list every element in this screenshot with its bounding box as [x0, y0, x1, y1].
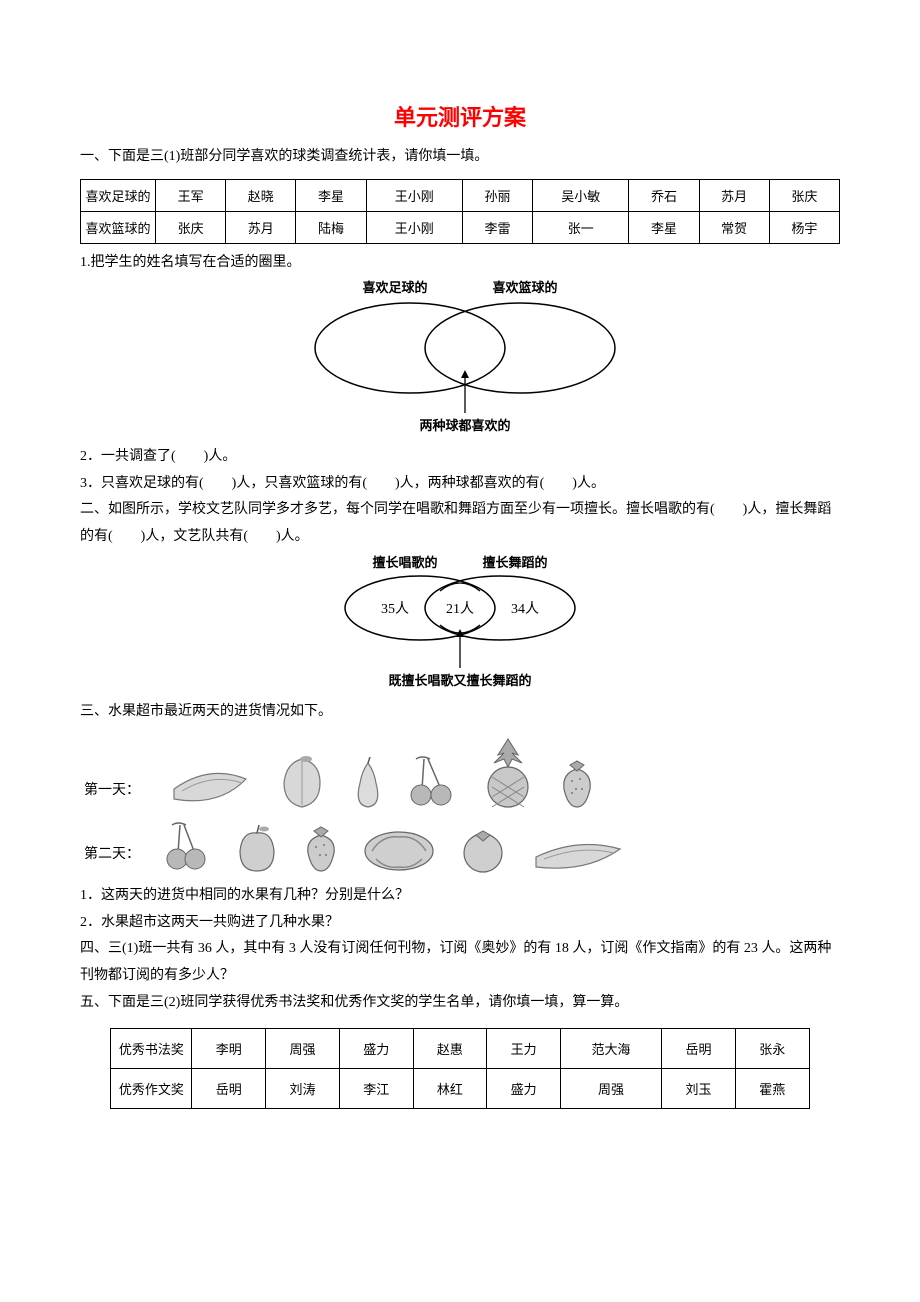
cell: 张庆 — [156, 211, 226, 243]
venn-bottom-label: 两种球都喜欢的 — [419, 418, 510, 433]
q3-day2-label: 第二天： — [84, 843, 142, 873]
cell: 乔石 — [629, 179, 699, 211]
banana-icon — [530, 835, 626, 873]
cell: 岳明 — [662, 1029, 736, 1069]
cell: 苏月 — [226, 211, 296, 243]
cell: 王力 — [487, 1029, 561, 1069]
q3-sub1: 1．这两天的进货中相同的水果有几种？分别是什么？ — [80, 883, 840, 910]
tomato-icon — [458, 827, 508, 873]
cell: 杨宇 — [769, 211, 839, 243]
cell: 李星 — [296, 179, 366, 211]
venn2-right-label: 擅长舞蹈的 — [482, 555, 547, 570]
q3-day1-label: 第一天： — [84, 779, 142, 809]
cell: 赵晓 — [226, 179, 296, 211]
cell: 赵惠 — [413, 1029, 487, 1069]
cherry-icon — [164, 819, 212, 873]
q5-table: 优秀书法奖 李明 周强 盛力 赵惠 王力 范大海 岳明 张永 优秀作文奖 岳明 … — [110, 1028, 809, 1109]
cell: 王军 — [156, 179, 226, 211]
table-row: 优秀书法奖 李明 周强 盛力 赵惠 王力 范大海 岳明 张永 — [111, 1029, 809, 1069]
q1-row2-head: 喜欢篮球的 — [81, 211, 156, 243]
q1-sub1: 1.把学生的姓名填写在合适的圈里。 — [80, 250, 840, 277]
peach-icon — [276, 753, 328, 809]
q1-intro: 一、下面是三(1)班部分同学喜欢的球类调查统计表，请你填一填。 — [80, 144, 840, 171]
q1-venn: 喜欢足球的 喜欢篮球的 两种球都喜欢的 — [80, 278, 840, 438]
banana-icon — [164, 759, 254, 809]
venn-right-label: 喜欢篮球的 — [492, 280, 557, 295]
cell: 常贺 — [699, 211, 769, 243]
q4-text: 四、三(1)班一共有 36 人，其中有 3 人没有订阅任何刊物，订阅《奥妙》的有… — [80, 936, 840, 989]
venn2-left-value: 35人 — [381, 601, 409, 617]
cell: 李明 — [192, 1029, 266, 1069]
cell: 苏月 — [699, 179, 769, 211]
apple-icon — [234, 823, 280, 873]
cell: 张一 — [533, 211, 629, 243]
cell: 刘玉 — [662, 1069, 736, 1109]
q3-day2-row: 第二天： — [80, 819, 840, 873]
q2-venn: 擅长唱歌的 擅长舞蹈的 35人 21人 34人 既擅长唱歌又擅长舞蹈的 — [80, 553, 840, 693]
cell: 周强 — [561, 1069, 662, 1109]
q3-day1-row: 第一天： — [80, 737, 840, 809]
cherry-icon — [408, 751, 458, 809]
cell: 霍燕 — [735, 1069, 809, 1109]
strawberry-icon — [558, 759, 596, 809]
venn2-right-value: 34人 — [511, 601, 539, 617]
q1-row1-head: 喜欢足球的 — [81, 179, 156, 211]
q2-intro: 二、如图所示，学校文艺队同学多才多艺，每个同学在唱歌和舞蹈方面至少有一项擅长。擅… — [80, 497, 840, 550]
cell: 李星 — [629, 211, 699, 243]
q1-table: 喜欢足球的 王军 赵晓 李星 王小刚 孙丽 吴小敏 乔石 苏月 张庆 喜欢篮球的… — [80, 179, 840, 244]
table-row: 喜欢足球的 王军 赵晓 李星 王小刚 孙丽 吴小敏 乔石 苏月 张庆 — [81, 179, 840, 211]
cell: 盛力 — [339, 1029, 413, 1069]
cell: 范大海 — [561, 1029, 662, 1069]
cell: 吴小敏 — [533, 179, 629, 211]
strawberry-icon — [302, 825, 340, 873]
cell: 周强 — [266, 1029, 340, 1069]
venn2-mid-value: 21人 — [446, 601, 474, 617]
cell: 张永 — [735, 1029, 809, 1069]
cell: 孙丽 — [462, 179, 532, 211]
q1-sub2: 2．一共调查了( )人。 — [80, 444, 840, 471]
q5-row1-head: 优秀书法奖 — [111, 1029, 192, 1069]
venn2-bottom-label: 既擅长唱歌又擅长舞蹈的 — [388, 673, 531, 688]
page-title: 单元测评方案 — [80, 100, 840, 132]
q5-intro: 五、下面是三(2)班同学获得优秀书法奖和优秀作文奖的学生名单，请你填一填，算一算… — [80, 990, 840, 1017]
cell: 李雷 — [462, 211, 532, 243]
cell: 张庆 — [769, 179, 839, 211]
watermelon-icon — [362, 829, 436, 873]
cell: 刘涛 — [266, 1069, 340, 1109]
venn2-left-label: 擅长唱歌的 — [372, 555, 437, 570]
cell: 李江 — [339, 1069, 413, 1109]
cell: 王小刚 — [366, 179, 462, 211]
cell: 岳明 — [192, 1069, 266, 1109]
table-row: 优秀作文奖 岳明 刘涛 李江 林红 盛力 周强 刘玉 霍燕 — [111, 1069, 809, 1109]
q3-sub2: 2．水果超市这两天一共购进了几种水果？ — [80, 910, 840, 937]
table-row: 喜欢篮球的 张庆 苏月 陆梅 王小刚 李雷 张一 李星 常贺 杨宇 — [81, 211, 840, 243]
q3-intro: 三、水果超市最近两天的进货情况如下。 — [80, 699, 840, 726]
cell: 陆梅 — [296, 211, 366, 243]
cell: 王小刚 — [366, 211, 462, 243]
pineapple-icon — [480, 737, 536, 809]
q5-row2-head: 优秀作文奖 — [111, 1069, 192, 1109]
venn-left-label: 喜欢足球的 — [362, 280, 427, 295]
q1-sub3: 3．只喜欢足球的有( )人，只喜欢篮球的有( )人，两种球都喜欢的有( )人。 — [80, 471, 840, 498]
pear-icon — [350, 757, 386, 809]
cell: 林红 — [413, 1069, 487, 1109]
cell: 盛力 — [487, 1069, 561, 1109]
